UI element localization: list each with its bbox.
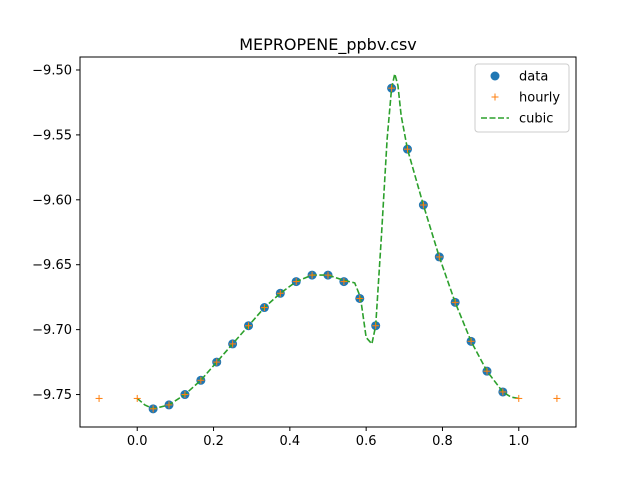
y-tick-label: −9.70 — [32, 323, 72, 338]
hourly-point — [419, 201, 427, 209]
hourly-point — [499, 388, 507, 396]
hourly-point — [229, 340, 237, 348]
axes: 0.0 0.2 0.4 0.6 0.8 1.0 −9.75 −9.70 −9.65 −9.60 −9… — [32, 63, 529, 449]
hourly-point — [483, 367, 491, 375]
hourly-point — [245, 322, 253, 330]
hourly-point — [451, 298, 459, 306]
hourly-point — [292, 278, 300, 286]
legend: data hourly cubic — [474, 63, 570, 133]
hourly-point — [467, 337, 475, 345]
y-tick-label: −9.60 — [32, 193, 72, 208]
hourly-point — [435, 253, 443, 261]
legend-hourly-marker — [491, 93, 499, 101]
chart-title: MEPROPENE_ppbv.csv — [239, 35, 417, 55]
y-tick-label: −9.75 — [32, 388, 72, 403]
legend-label-data: data — [519, 70, 548, 85]
x-tick-label: 0.6 — [356, 434, 377, 449]
hourly-point — [372, 322, 380, 330]
plot-frame — [79, 56, 577, 428]
legend-box — [474, 63, 570, 133]
plot-area — [95, 73, 561, 414]
hourly-point — [260, 304, 268, 312]
legend-data-marker — [490, 71, 500, 81]
x-tick-label: 0.0 — [127, 434, 148, 449]
hourly-point — [95, 394, 103, 402]
y-tick-label: −9.55 — [32, 128, 72, 143]
hourly-point — [197, 376, 205, 384]
hourly-point — [388, 84, 396, 92]
legend-label-hourly: hourly — [519, 91, 560, 106]
x-tick-label: 0.8 — [432, 434, 453, 449]
hourly-point — [356, 294, 364, 302]
x-tick-label: 0.4 — [280, 434, 301, 449]
hourly-point — [165, 401, 173, 409]
y-tick-label: −9.50 — [32, 63, 72, 78]
hourly-point — [308, 271, 316, 279]
hourly-point — [276, 289, 284, 297]
x-tick-label: 1.0 — [508, 434, 529, 449]
hourly-point — [149, 405, 157, 413]
y-tick-label: −9.65 — [32, 258, 72, 273]
hourly-point — [553, 394, 561, 402]
hourly-point — [515, 394, 523, 402]
hourly-point — [403, 145, 411, 153]
x-tick-label: 0.2 — [203, 434, 224, 449]
hourly-point — [133, 394, 141, 402]
hourly-point — [181, 391, 189, 399]
legend-label-cubic: cubic — [519, 112, 553, 127]
hourly-point — [213, 358, 221, 366]
hourly-point — [324, 271, 332, 279]
hourly-point — [340, 278, 348, 286]
